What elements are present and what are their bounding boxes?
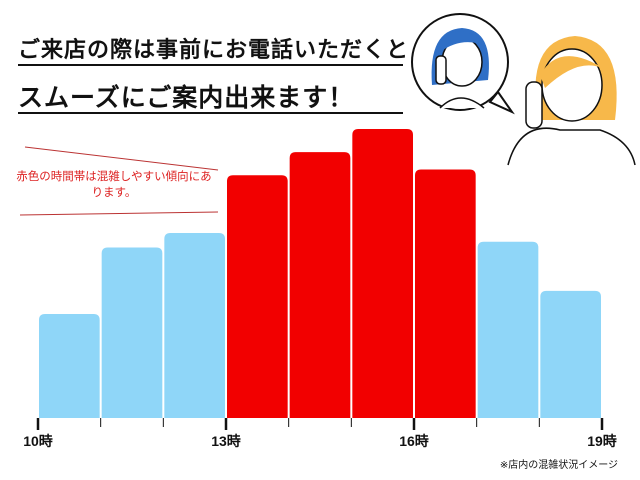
headline-line-2: スムーズにご案内出来ます！: [18, 83, 355, 112]
x-tick-label: 16時: [399, 433, 429, 449]
bar-2: [101, 247, 163, 418]
bar-9: [540, 290, 601, 418]
bar-4: [227, 175, 288, 418]
woman1-bangs: [440, 31, 486, 52]
note-rule-bottom: [19, 211, 219, 216]
x-tick-label: 19時: [587, 433, 617, 449]
x-tick-label: 10時: [23, 433, 53, 449]
woman2-bangs: [540, 56, 606, 88]
bar-3: [164, 233, 225, 418]
busy-note: 赤色の時間帯は混雑しやすい傾向にあります。: [16, 169, 212, 199]
woman1-body: [439, 97, 485, 109]
bar-7: [415, 169, 476, 418]
bar-5: [289, 152, 351, 418]
chart-caption: ※店内の混雑状況イメージ: [499, 460, 618, 471]
bar-6: [352, 129, 413, 418]
bar-8: [477, 241, 539, 418]
bar-1: [39, 313, 100, 418]
x-tick-label: 13時: [211, 433, 241, 449]
headline-underline-2: [18, 112, 403, 114]
headline-underline-1: [18, 64, 403, 66]
woman2-body: [507, 127, 636, 166]
woman1-phone-icon: [435, 55, 447, 85]
headline-line-1: ご来店の際は事前にお電話いただくと: [18, 38, 410, 63]
woman2-phone-icon: [525, 81, 543, 129]
women-on-phone-illustration: [411, 13, 636, 166]
speech-bubble-tail: [488, 90, 515, 115]
note-rule-top: [24, 146, 219, 171]
